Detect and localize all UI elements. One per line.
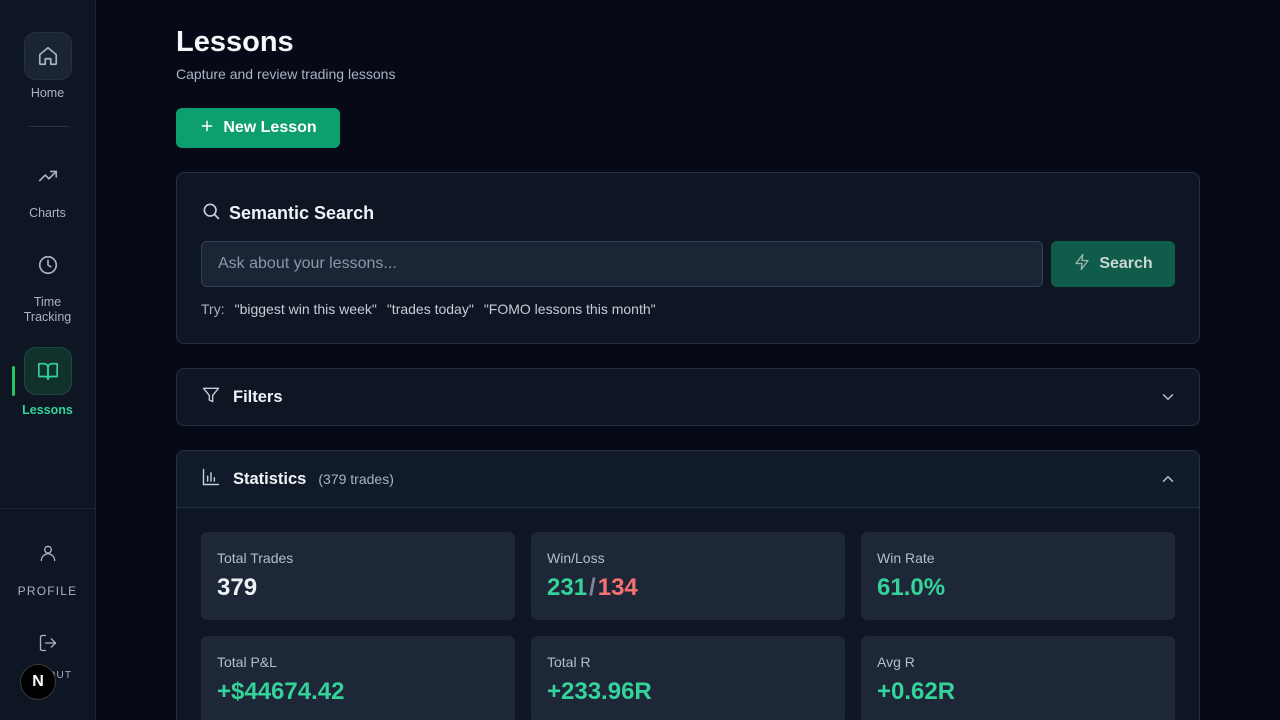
trade-count: (379 trades) [318, 471, 394, 487]
search-input[interactable] [201, 241, 1043, 287]
logout-icon [24, 620, 72, 666]
semantic-search-card: Semantic Search Search Try: "biggest win… [176, 172, 1200, 344]
sidebar-item-label: Home [30, 86, 65, 100]
page-title: Lessons [176, 26, 294, 58]
trending-up-icon [24, 152, 72, 200]
user-icon [24, 530, 72, 576]
bar-chart-icon [201, 467, 221, 492]
home-icon [23, 32, 72, 80]
stat-label: Win Rate [877, 550, 935, 566]
sidebar-item-label: Time Tracking [23, 295, 72, 324]
stat-label: Avg R [877, 654, 915, 670]
stat-total-trades: Total Trades 379 [201, 532, 515, 620]
stat-label: Total P&L [217, 654, 277, 670]
losses-value: 134 [597, 574, 638, 601]
stat-value: +$44674.42 [217, 678, 345, 705]
sidebar-divider [0, 508, 95, 509]
chevron-down-icon[interactable] [1159, 388, 1177, 411]
stat-label: Total Trades [217, 550, 294, 566]
statistics-title-row: Statistics (379 trades) [201, 451, 394, 507]
book-open-icon [23, 347, 72, 395]
filters-header: Filters [201, 369, 283, 425]
dev-badge[interactable]: N [20, 664, 56, 700]
sidebar-item-label: PROFILE [17, 584, 78, 598]
statistics-header[interactable]: Statistics (379 trades) [177, 451, 1199, 508]
stat-win-rate: Win Rate 61.0% [861, 532, 1175, 620]
clock-icon [24, 241, 72, 289]
sidebar-item-label: Lessons [22, 403, 73, 417]
search-button-label: Search [1099, 255, 1153, 272]
filter-icon [201, 385, 221, 410]
new-lesson-button[interactable]: New Lesson [176, 108, 340, 148]
sidebar-item-lessons[interactable]: Lessons [0, 347, 95, 418]
search-suggestions: Try: "biggest win this week" "trades tod… [201, 301, 656, 317]
stat-value: +0.62R [877, 678, 956, 705]
stat-value: 231/134 [547, 574, 638, 602]
sidebar-item-home[interactable]: Home [0, 32, 95, 101]
win-loss-separator: / [589, 574, 596, 601]
stat-value: 61.0% [877, 574, 946, 601]
sidebar: Home Charts Time Tracking Lessons PROFIL… [0, 0, 96, 720]
sidebar-item-charts[interactable]: Charts [0, 152, 95, 221]
stat-avg-r: Avg R +0.62R [861, 636, 1175, 720]
stat-total-r: Total R +233.96R [531, 636, 845, 720]
plus-icon [199, 118, 215, 139]
statistics-title: Statistics [233, 469, 307, 488]
sidebar-item-label: Charts [29, 206, 66, 220]
active-indicator [12, 366, 15, 396]
sidebar-item-profile[interactable]: PROFILE [0, 530, 95, 599]
suggestions-label: Try: [201, 301, 225, 317]
search-title: Semantic Search [229, 203, 375, 223]
stat-value: +233.96R [547, 678, 652, 705]
suggestion-chip[interactable]: "FOMO lessons this month" [483, 301, 656, 317]
stat-label: Win/Loss [547, 550, 605, 566]
sidebar-item-time-tracking[interactable]: Time Tracking [0, 241, 95, 325]
stat-label: Total R [547, 654, 591, 670]
new-lesson-label: New Lesson [223, 119, 317, 136]
page-subtitle: Capture and review trading lessons [176, 66, 396, 82]
sidebar-divider [29, 126, 69, 127]
statistics-panel: Statistics (379 trades) Total Trades 379… [176, 450, 1200, 720]
filters-title: Filters [233, 387, 283, 406]
search-header: Semantic Search [201, 201, 374, 226]
zap-icon [1073, 253, 1091, 276]
search-button[interactable]: Search [1051, 241, 1175, 287]
suggestion-chip[interactable]: "trades today" [386, 301, 474, 317]
chevron-up-icon[interactable] [1159, 470, 1177, 493]
wins-value: 231 [547, 574, 588, 601]
stat-value: 379 [217, 574, 258, 601]
filters-panel[interactable]: Filters [176, 368, 1200, 426]
stat-win-loss: Win/Loss 231/134 [531, 532, 845, 620]
stat-total-pnl: Total P&L +$44674.42 [201, 636, 515, 720]
search-icon [201, 201, 221, 226]
suggestion-chip[interactable]: "biggest win this week" [234, 301, 377, 317]
